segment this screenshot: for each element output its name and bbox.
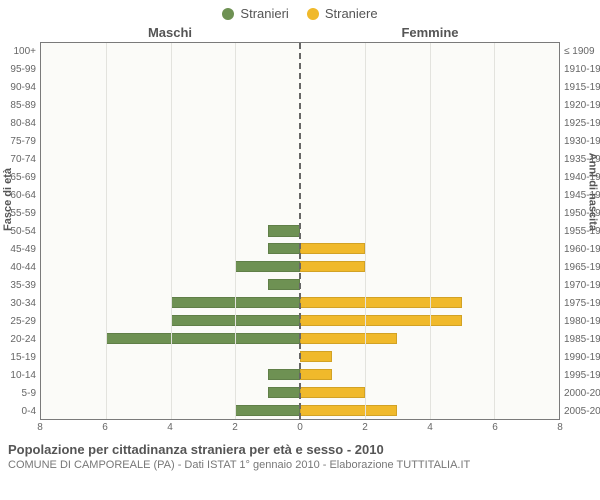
- x-tick: 4: [427, 422, 433, 433]
- y-label-birth: 1925-1929: [564, 114, 600, 132]
- y-label-age: 40-44: [0, 258, 36, 276]
- x-axis-ticks: 8 6 4 2 0 2 4 6 8: [40, 422, 560, 436]
- plot-area: [40, 42, 560, 420]
- y-label-age: 0-4: [0, 402, 36, 420]
- bar-female: [300, 369, 332, 380]
- y-label-birth: 1950-1954: [564, 204, 600, 222]
- y-label-birth: 1920-1924: [564, 96, 600, 114]
- y-label-birth: 1965-1969: [564, 258, 600, 276]
- bar-female: [300, 333, 397, 344]
- y-label-age: 85-89: [0, 96, 36, 114]
- bar-male: [106, 333, 300, 344]
- y-label-birth: 1935-1939: [564, 150, 600, 168]
- bar-female: [300, 243, 365, 254]
- legend-label-male: Stranieri: [240, 6, 288, 21]
- x-tick: 6: [102, 422, 108, 433]
- bar-male: [268, 225, 300, 236]
- column-header-female: Femmine: [300, 25, 600, 40]
- legend-swatch-male: [222, 8, 234, 20]
- gridline: [171, 43, 172, 419]
- y-label-age: 20-24: [0, 330, 36, 348]
- y-label-birth: 1975-1979: [564, 294, 600, 312]
- y-label-age: 25-29: [0, 312, 36, 330]
- legend-swatch-female: [307, 8, 319, 20]
- legend-label-female: Straniere: [325, 6, 378, 21]
- legend-item-female: Straniere: [307, 6, 378, 21]
- gridline: [494, 43, 495, 419]
- bar-female: [300, 405, 397, 416]
- y-label-age: 95-99: [0, 60, 36, 78]
- bar-female: [300, 387, 365, 398]
- bar-male: [268, 243, 300, 254]
- y-label-birth: 2005-2009: [564, 402, 600, 420]
- legend-item-male: Stranieri: [222, 6, 288, 21]
- y-label-birth: 1910-1914: [564, 60, 600, 78]
- y-label-age: 90-94: [0, 78, 36, 96]
- x-tick: 2: [232, 422, 238, 433]
- x-tick: 8: [37, 422, 43, 433]
- legend: Stranieri Straniere: [0, 0, 600, 21]
- caption: Popolazione per cittadinanza straniera p…: [8, 442, 592, 471]
- bar-male: [235, 405, 300, 416]
- y-label-age: 15-19: [0, 348, 36, 366]
- y-label-age: 80-84: [0, 114, 36, 132]
- y-label-birth: 1945-1949: [564, 186, 600, 204]
- gridline: [365, 43, 366, 419]
- x-tick: 2: [362, 422, 368, 433]
- x-tick: 6: [492, 422, 498, 433]
- y-label-age: 35-39: [0, 276, 36, 294]
- y-label-birth: 1915-1919: [564, 78, 600, 96]
- x-tick: 4: [167, 422, 173, 433]
- y-label-age: 70-74: [0, 150, 36, 168]
- caption-title: Popolazione per cittadinanza straniera p…: [8, 442, 592, 457]
- y-label-age: 55-59: [0, 204, 36, 222]
- gridline: [235, 43, 236, 419]
- bar-female: [300, 297, 462, 308]
- y-label-birth: 1960-1964: [564, 240, 600, 258]
- y-label-age: 45-49: [0, 240, 36, 258]
- bar-male: [268, 279, 300, 290]
- y-label-age: 5-9: [0, 384, 36, 402]
- y-label-age: 100+: [0, 42, 36, 60]
- bar-male: [235, 261, 300, 272]
- y-label-birth: 1985-1989: [564, 330, 600, 348]
- column-headers: Maschi Femmine: [0, 25, 600, 40]
- y-label-birth: 1955-1959: [564, 222, 600, 240]
- y-label-birth: 1970-1974: [564, 276, 600, 294]
- center-divider: [299, 43, 301, 419]
- bar-male: [268, 387, 300, 398]
- x-tick: 8: [557, 422, 563, 433]
- y-label-age: 60-64: [0, 186, 36, 204]
- y-labels-birth: ≤ 19091910-19141915-19191920-19241925-19…: [564, 42, 600, 420]
- y-labels-age: 100+95-9990-9485-8980-8475-7970-7465-696…: [0, 42, 36, 420]
- bar-female: [300, 315, 462, 326]
- y-label-birth: 2000-2004: [564, 384, 600, 402]
- y-label-age: 65-69: [0, 168, 36, 186]
- bar-female: [300, 261, 365, 272]
- column-header-male: Maschi: [0, 25, 300, 40]
- y-label-birth: 1940-1944: [564, 168, 600, 186]
- caption-subtitle: COMUNE DI CAMPOREALE (PA) - Dati ISTAT 1…: [8, 459, 592, 471]
- population-pyramid: Fasce di età Anni di nascita 100+95-9990…: [40, 42, 560, 420]
- bar-male: [268, 369, 300, 380]
- y-label-age: 10-14: [0, 366, 36, 384]
- y-label-birth: 1995-1999: [564, 366, 600, 384]
- x-tick: 0: [297, 422, 303, 433]
- y-label-birth: 1930-1934: [564, 132, 600, 150]
- y-label-birth: 1990-1994: [564, 348, 600, 366]
- y-label-age: 75-79: [0, 132, 36, 150]
- y-label-birth: ≤ 1909: [564, 42, 600, 60]
- gridline: [106, 43, 107, 419]
- bar-female: [300, 351, 332, 362]
- y-label-age: 50-54: [0, 222, 36, 240]
- gridline: [430, 43, 431, 419]
- y-label-age: 30-34: [0, 294, 36, 312]
- y-label-birth: 1980-1984: [564, 312, 600, 330]
